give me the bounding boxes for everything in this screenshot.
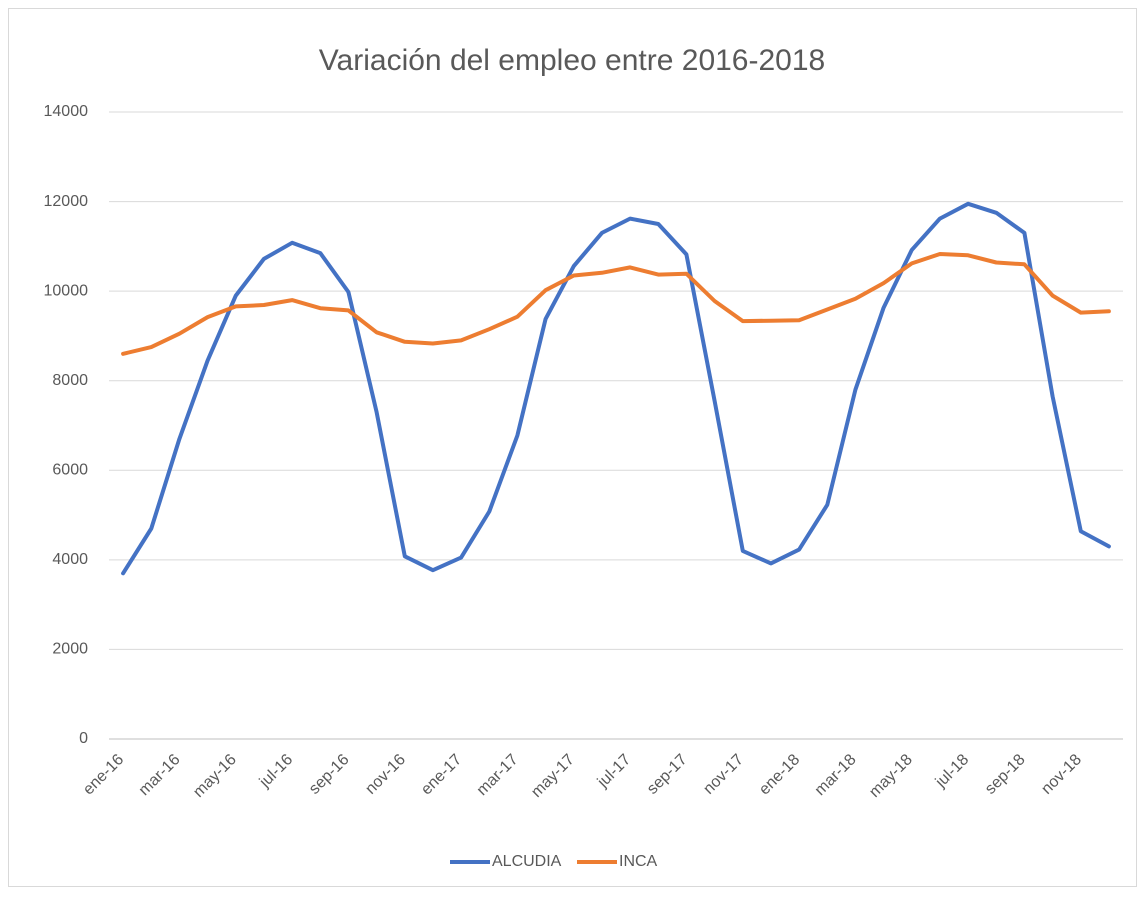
chart-border [8,8,1137,887]
y-tick-label: 4000 [52,551,88,568]
series-line [121,201,1111,576]
y-tick-label: 8000 [52,372,88,389]
y-tick-label: 12000 [44,193,89,210]
series-line [121,252,1111,356]
y-tick-label: 2000 [52,641,88,658]
legend-label: INCA [619,853,658,870]
chart-title: Variación del empleo entre 2016-2018 [319,44,825,77]
legend-label: ALCUDIA [492,853,562,870]
y-tick-label: 10000 [44,282,89,299]
y-tick-label: 0 [79,730,88,747]
y-tick-label: 14000 [44,103,89,120]
y-tick-label: 6000 [52,462,88,479]
